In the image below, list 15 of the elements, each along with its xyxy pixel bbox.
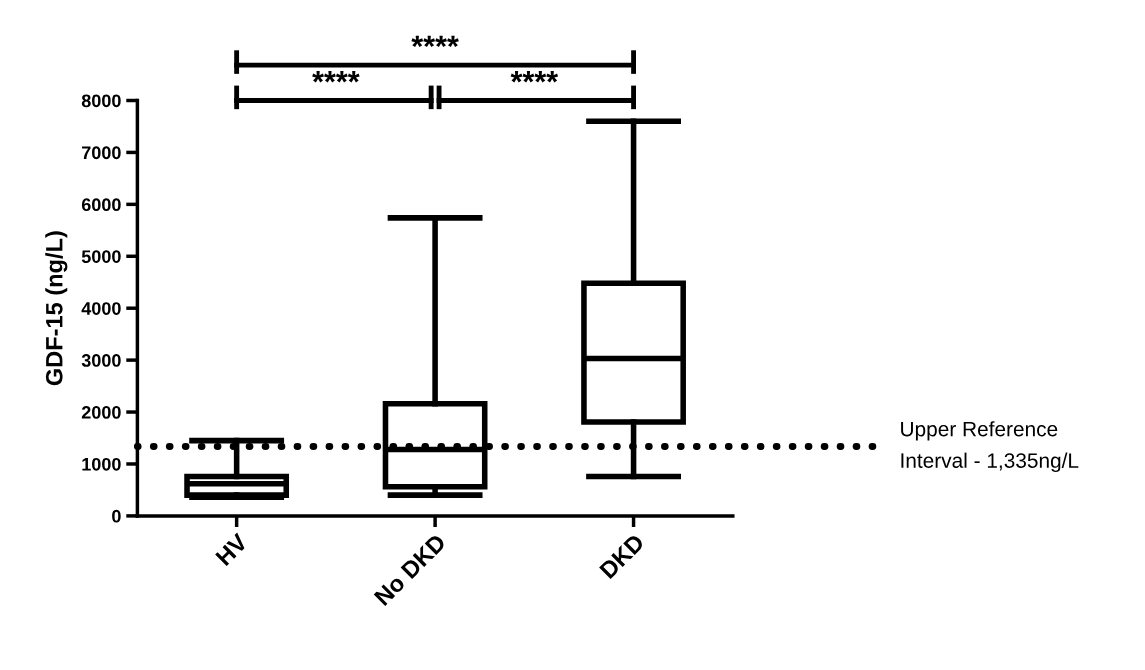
y-tick-label: 1000 <box>82 457 121 471</box>
y-axis-title: GDF-15 (ng/L) <box>45 231 68 386</box>
y-tick-label: 6000 <box>81 198 121 212</box>
y-tick-label: 5000 <box>81 250 121 263</box>
y-tick-label: 2000 <box>81 405 121 419</box>
ref-line-label: Upper Reference Interval - 1,335ng/L <box>901 421 1079 473</box>
y-tick-label: 7000 <box>82 146 121 160</box>
y-tick-label: 0 <box>112 509 121 523</box>
y-tick-label: 3000 <box>81 354 121 367</box>
y-tick-label: 8000 <box>81 94 121 108</box>
text: **** <box>411 35 459 48</box>
text: **** <box>312 71 360 83</box>
x-tick-label: HV <box>215 532 249 567</box>
y-tick-label: 4000 <box>81 302 121 315</box>
text: **** <box>510 71 559 83</box>
